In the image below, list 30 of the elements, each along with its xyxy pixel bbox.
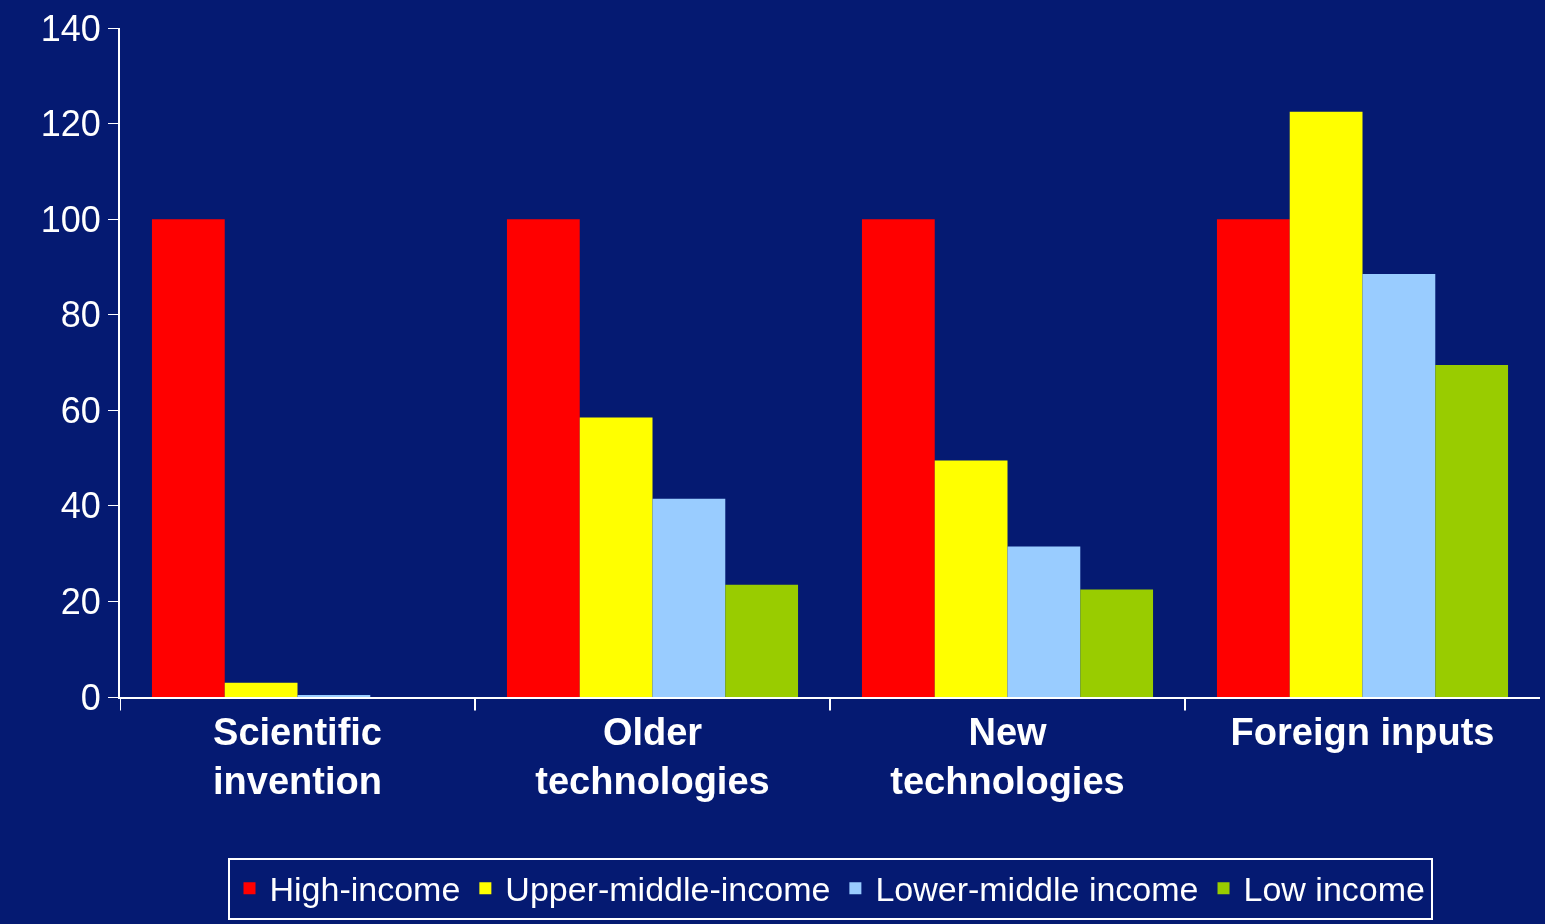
legend-label: Lower-middle income: [875, 870, 1199, 909]
bar: [151, 219, 225, 697]
bar: [1216, 219, 1290, 697]
x-tick-label: Scientific invention: [213, 710, 382, 802]
legend-label: Upper-middle-income: [505, 870, 831, 909]
y-tick-label: 20: [60, 581, 101, 623]
x-tick-label: Foreign inputs: [1230, 710, 1495, 753]
y-tick-label: 40: [60, 485, 101, 527]
bar: [861, 219, 935, 697]
bar: [934, 460, 1008, 697]
bar: [1080, 589, 1154, 697]
x-tick-label: New technologies: [890, 710, 1125, 802]
bar: [224, 682, 298, 697]
bar: [579, 417, 653, 697]
bar: [506, 219, 580, 697]
bar: [1362, 274, 1436, 697]
x-tick-label: Older technologies: [535, 710, 770, 802]
legend-label: Low income: [1243, 870, 1425, 909]
y-tick-label: 120: [40, 103, 101, 145]
bar: [1435, 364, 1509, 697]
y-tick-label: 60: [60, 389, 101, 431]
y-tick-label: 80: [60, 294, 101, 336]
legend-label: High-income: [269, 870, 461, 909]
bar: [652, 498, 726, 697]
bar: [725, 584, 799, 697]
bar: [1007, 546, 1081, 697]
y-tick-label: 140: [40, 7, 101, 49]
y-tick-label: 0: [80, 676, 101, 718]
y-tick-label: 100: [40, 198, 101, 240]
bar: [1289, 111, 1363, 697]
